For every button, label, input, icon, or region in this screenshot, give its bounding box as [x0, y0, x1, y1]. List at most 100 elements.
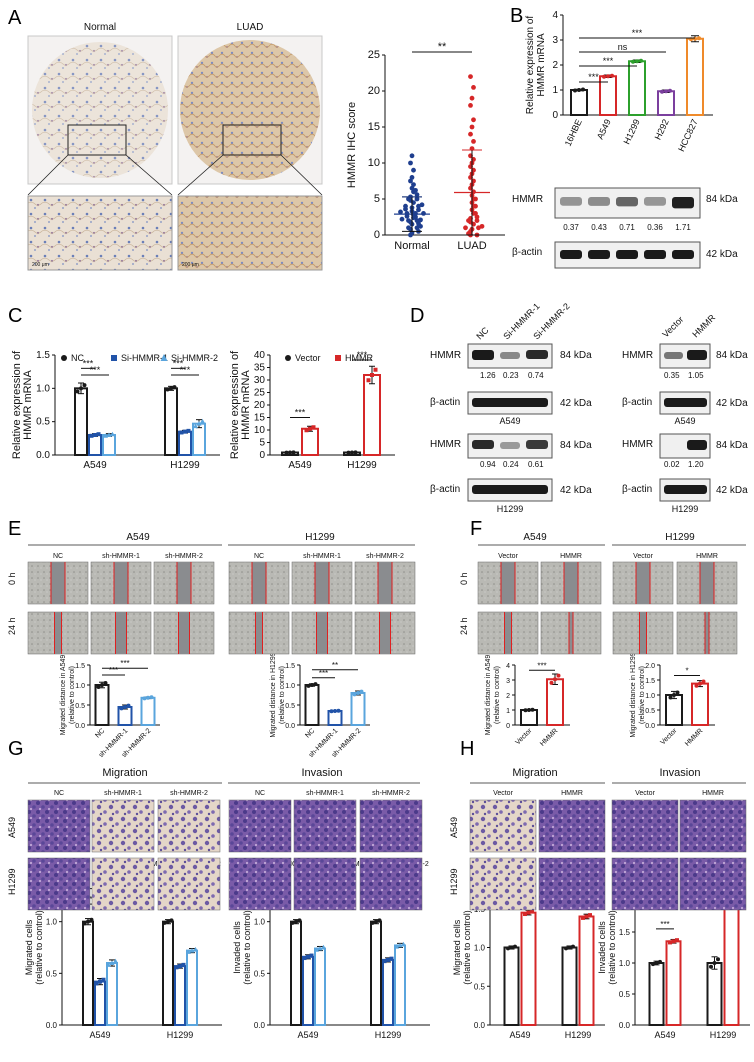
condition-label: sh-HMMR-1 — [102, 553, 140, 560]
y-tick-label: 1.0 — [645, 693, 655, 700]
data-point — [321, 944, 326, 950]
transwell-image — [538, 857, 606, 911]
data-point — [513, 944, 517, 949]
y-tick-label: 0.0 — [619, 1021, 631, 1030]
y-axis-label: Relative expression of — [525, 16, 536, 115]
bar — [350, 692, 366, 726]
chart-a-scatter: 0 5 10 15 20 25 HMMR IHC score Normal LUAD ** — [346, 41, 505, 252]
y-axis-label: HMMR IHC score — [346, 102, 358, 188]
d-header-nc: NC — [474, 325, 491, 342]
data-point — [509, 945, 514, 950]
wound-gap — [252, 562, 266, 604]
data-point — [165, 387, 170, 392]
d-kda-1: 84 kDa — [560, 350, 592, 361]
data-point — [409, 175, 415, 180]
wound-gap — [705, 612, 709, 654]
data-point — [186, 428, 191, 433]
legend-marker — [335, 355, 341, 361]
sig-label: *** — [173, 358, 184, 368]
data-point — [181, 962, 186, 967]
y-tick-label: 20 — [368, 85, 380, 97]
band — [588, 197, 610, 206]
data-point — [399, 216, 405, 222]
data-point — [549, 680, 554, 685]
x-tick-label: HMMR — [539, 727, 559, 747]
y-axis-label: HMMR mRNA — [536, 33, 547, 97]
quant-value: 1.71 — [675, 223, 691, 232]
d-q-h1: 0.94 — [480, 460, 496, 469]
data-point — [169, 386, 173, 391]
y-tick-label: 5 — [374, 193, 380, 205]
bar — [314, 947, 326, 1026]
wound-gap — [569, 612, 573, 654]
x-tick-label: Vector — [514, 727, 533, 746]
wound-gap — [504, 612, 512, 654]
condition-label: Vector — [633, 553, 654, 560]
y-tick-label: 0.0 — [645, 723, 655, 730]
data-point — [193, 946, 198, 952]
data-point — [675, 938, 679, 943]
panel-a-ihc: Normal LUAD 200 μm 200 μm — [27, 22, 323, 271]
bar — [74, 387, 88, 457]
sig-label: *** — [295, 408, 306, 418]
bar — [706, 962, 723, 1026]
data-point — [313, 682, 318, 687]
data-point — [110, 431, 115, 437]
transwell-image — [538, 799, 606, 853]
condition-label: sh-HMMR-1 — [104, 790, 142, 797]
wound-gap — [379, 612, 391, 654]
data-point — [414, 196, 420, 202]
y-tick-label: 0.5 — [474, 982, 486, 991]
x-tick-label: A549 — [288, 460, 312, 471]
y-tick-label: 25 — [368, 49, 380, 61]
condition-label: sh-HMMR-2 — [170, 790, 208, 797]
transwell-image — [679, 857, 747, 911]
blot-b-kda-42: 42 kDa — [706, 249, 738, 260]
data-point — [284, 450, 289, 455]
y-tick-label: 1.5 — [75, 663, 85, 670]
bar — [370, 920, 382, 1027]
data-point — [186, 949, 191, 954]
data-point — [288, 450, 292, 455]
data-point — [306, 954, 310, 959]
y-tick-label: 0 — [552, 110, 558, 121]
condition-label: sh-HMMR-1 — [303, 553, 341, 560]
bar — [665, 940, 682, 1026]
bar — [301, 427, 319, 456]
transwell-image — [293, 799, 357, 853]
data-point — [606, 74, 610, 79]
x-tick-label: 16HBE — [563, 118, 584, 148]
d-kda-2: 42 kDa — [560, 398, 592, 409]
data-point — [126, 703, 131, 708]
sig-label: ns — [618, 42, 628, 52]
bar — [164, 387, 178, 457]
data-point — [610, 73, 614, 78]
data-point — [86, 919, 90, 924]
bar — [363, 374, 381, 456]
data-point — [468, 131, 473, 137]
data-point — [414, 192, 420, 198]
x-tick-label: A549 — [83, 460, 107, 471]
wound-gap — [636, 562, 650, 604]
data-point — [523, 708, 528, 713]
transwell-image — [91, 857, 155, 911]
data-point — [304, 428, 309, 433]
y-tick-label: 1.5 — [285, 663, 295, 670]
y-tick-label: 1.0 — [285, 683, 295, 690]
d-actin-label-4: β-actin — [622, 484, 652, 495]
bar — [186, 949, 198, 1026]
bar — [578, 915, 595, 1026]
data-point — [356, 691, 360, 695]
y-tick-label: 0 — [506, 723, 510, 730]
chart-F-A549: 0 1 2 3 4 Migrated distance in A549 (relative … — [485, 655, 570, 748]
y-tick-label: 0.0 — [36, 450, 50, 461]
d-q-h3: 0.61 — [528, 460, 544, 469]
data-point — [668, 695, 673, 700]
data-point — [660, 89, 664, 94]
x-tick-label: H1299 — [565, 1030, 592, 1040]
y-tick-label: 0.5 — [75, 703, 85, 710]
ihc-luad-zoom — [177, 195, 323, 271]
data-point — [527, 708, 531, 712]
h-title-invasion: Invasion — [660, 767, 701, 779]
